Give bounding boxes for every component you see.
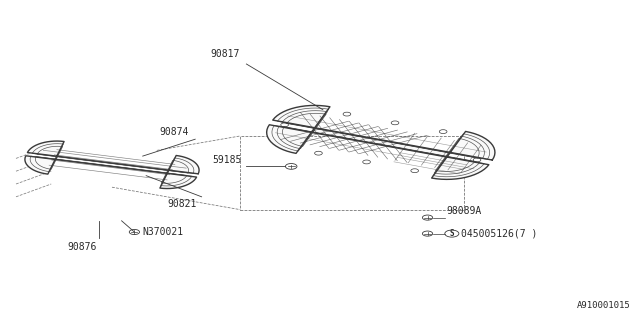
Text: 90817: 90817 <box>211 49 240 59</box>
Text: N370021: N370021 <box>143 227 184 237</box>
Text: 045005126(7 ): 045005126(7 ) <box>461 228 537 239</box>
Text: 90876: 90876 <box>67 242 97 252</box>
Polygon shape <box>25 141 199 188</box>
Polygon shape <box>267 105 495 180</box>
Text: 90874: 90874 <box>159 127 189 137</box>
Text: A910001015: A910001015 <box>577 301 630 310</box>
Text: 59185: 59185 <box>212 155 242 165</box>
Text: S: S <box>449 229 454 238</box>
Text: 90821: 90821 <box>168 199 197 209</box>
Text: 98089A: 98089A <box>447 206 482 216</box>
